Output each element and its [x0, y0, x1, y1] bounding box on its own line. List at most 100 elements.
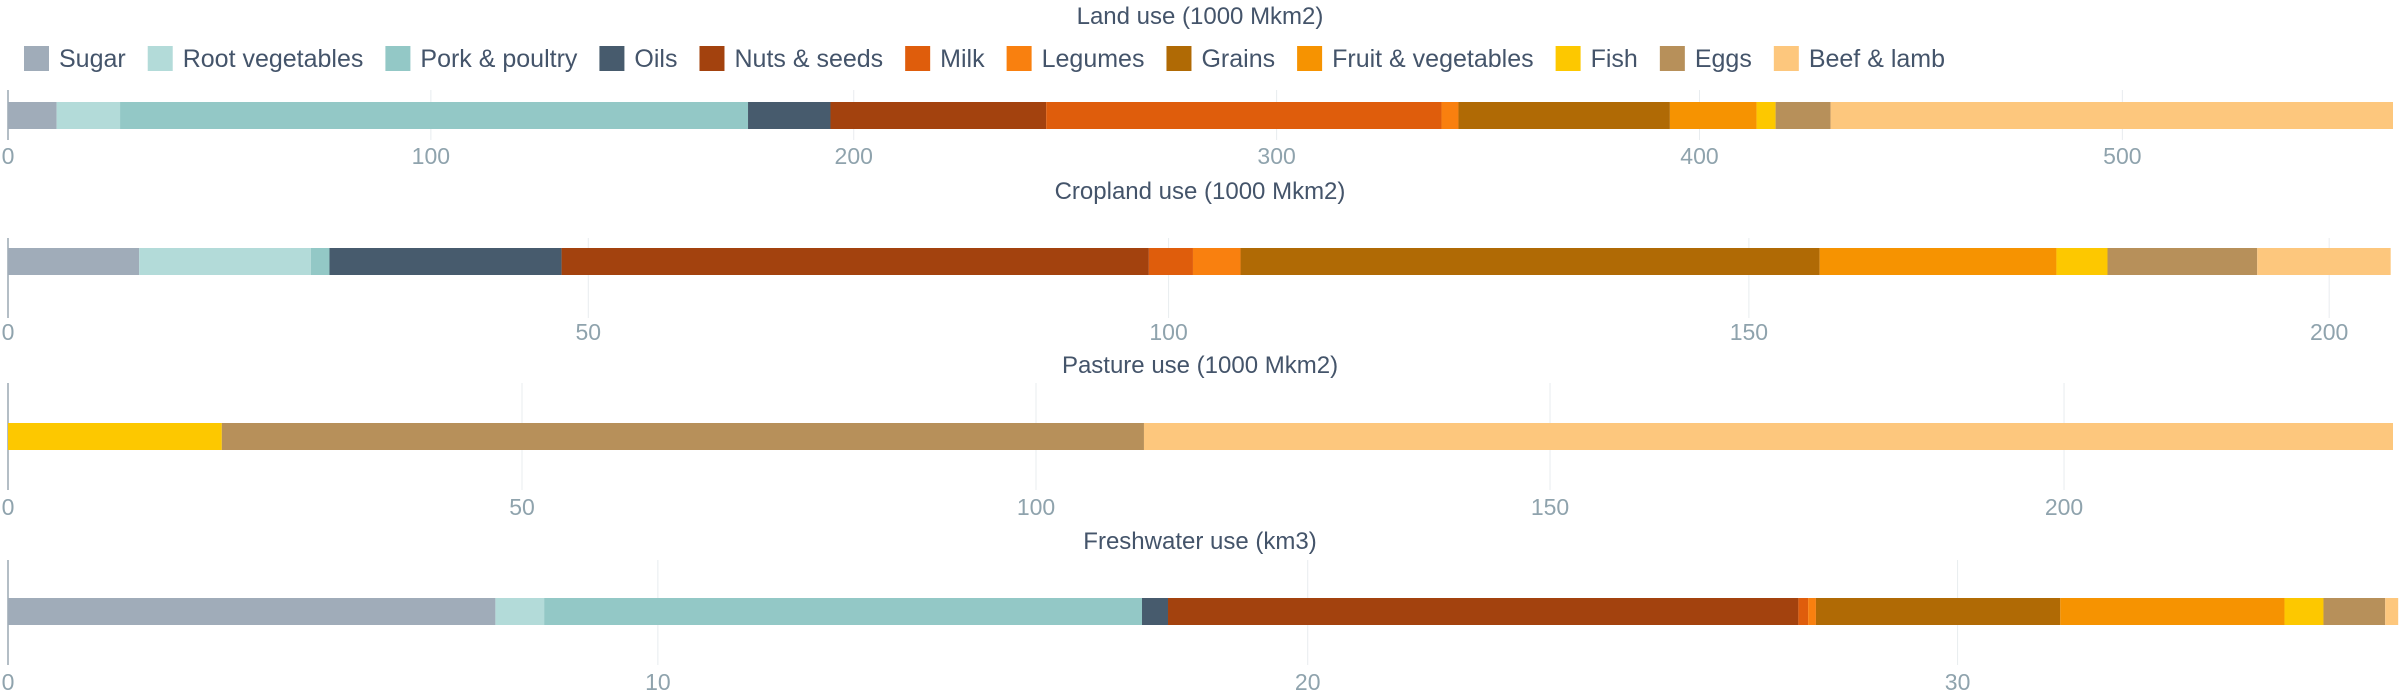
- bar-oils[interactable]: [748, 102, 831, 129]
- legend-swatch-fish: [1555, 46, 1581, 71]
- legend-label: Beef & lamb: [1809, 45, 1945, 73]
- legend-item-root-vegetables[interactable]: Root vegetables: [147, 45, 364, 73]
- bar-milk[interactable]: [1798, 598, 1809, 625]
- bar-root-vegetables[interactable]: [139, 248, 311, 275]
- bar-legumes[interactable]: [1808, 598, 1816, 625]
- tick-label: 200: [835, 143, 873, 169]
- panel-freshwater-use-km3: 0 10 20 30 Freshwater use (km3): [2, 528, 2399, 695]
- bar-nuts-and-seeds[interactable]: [1168, 598, 1799, 625]
- legend-item-fish[interactable]: Fish: [1555, 45, 1638, 73]
- legend-item-nuts-and-seeds[interactable]: Nuts & seeds: [699, 45, 883, 73]
- legend: Sugar Root vegetables Pork & poultry Oils Nu…: [24, 45, 1945, 73]
- bar-sugar[interactable]: [8, 102, 57, 129]
- bar-fish[interactable]: [2284, 598, 2324, 625]
- bar-grains[interactable]: [1815, 598, 2061, 625]
- legend-label: Milk: [940, 45, 985, 73]
- tick-label: 300: [1257, 143, 1295, 169]
- legend-swatch-grains: [1166, 46, 1192, 71]
- legend-label: Fish: [1591, 45, 1638, 73]
- legend-swatch-eggs: [1659, 46, 1685, 71]
- tick-label: 10: [645, 669, 671, 695]
- bar-legumes[interactable]: [1192, 248, 1241, 275]
- tick-label: 0: [2, 494, 15, 520]
- legend-label: Fruit & vegetables: [1332, 45, 1534, 73]
- tick-label: 50: [509, 494, 535, 520]
- bar-beef-and-lamb[interactable]: [1830, 102, 2393, 129]
- tick-label: 0: [2, 669, 15, 695]
- legend-swatch-beef-and-lamb: [1773, 46, 1799, 71]
- tick-label: 150: [1531, 494, 1569, 520]
- bar-milk[interactable]: [1148, 248, 1193, 275]
- bar-pork-and-poultry[interactable]: [310, 248, 330, 275]
- tick-label: 20: [1295, 669, 1321, 695]
- bar-fish[interactable]: [1756, 102, 1776, 129]
- bar-nuts-and-seeds[interactable]: [561, 248, 1149, 275]
- legend-label: Legumes: [1042, 45, 1145, 73]
- tick-label: 100: [1149, 319, 1187, 345]
- legend-item-grains[interactable]: Grains: [1166, 45, 1275, 73]
- bar-root-vegetables[interactable]: [495, 598, 545, 625]
- legend-label: Grains: [1201, 45, 1275, 73]
- bar-pork-and-poultry[interactable]: [544, 598, 1143, 625]
- bar-milk[interactable]: [1046, 102, 1442, 129]
- tick-label: 50: [575, 319, 601, 345]
- bar-pork-and-poultry[interactable]: [120, 102, 749, 129]
- bar-fruit-and-vegetables[interactable]: [1669, 102, 1757, 129]
- bar-grains[interactable]: [1458, 102, 1670, 129]
- legend-label: Nuts & seeds: [734, 45, 883, 73]
- tick-label: 0: [2, 143, 15, 169]
- legend-item-sugar[interactable]: Sugar: [24, 45, 126, 73]
- legend-swatch-legumes: [1006, 46, 1032, 71]
- tick-label: 30: [1945, 669, 1971, 695]
- legend-swatch-root-vegetables: [147, 46, 173, 71]
- panel-title: Pasture use (1000 Mkm2): [1062, 352, 1338, 379]
- bar-eggs[interactable]: [221, 423, 1144, 450]
- bar-eggs[interactable]: [2107, 248, 2258, 275]
- tick-label: 0: [2, 319, 15, 345]
- legend-item-oils[interactable]: Oils: [599, 45, 677, 73]
- bar-beef-and-lamb[interactable]: [2385, 598, 2399, 625]
- bar-fish[interactable]: [2056, 248, 2108, 275]
- legend-item-eggs[interactable]: Eggs: [1659, 45, 1752, 73]
- tick-label: 500: [2103, 143, 2141, 169]
- bar-sugar[interactable]: [8, 598, 496, 625]
- legend-label: Pork & poultry: [420, 45, 578, 73]
- bar-fish[interactable]: [8, 423, 222, 450]
- tick-label: 400: [1680, 143, 1718, 169]
- bar-nuts-and-seeds[interactable]: [830, 102, 1047, 129]
- bar-oils[interactable]: [329, 248, 562, 275]
- bar-fruit-and-vegetables[interactable]: [2060, 598, 2285, 625]
- legend-swatch-nuts-and-seeds: [699, 46, 725, 71]
- bar-beef-and-lamb[interactable]: [2257, 248, 2391, 275]
- bar-oils[interactable]: [1142, 598, 1169, 625]
- bar-eggs[interactable]: [2323, 598, 2386, 625]
- legend-label: Root vegetables: [183, 45, 364, 73]
- legend-item-legumes[interactable]: Legumes: [1006, 45, 1145, 73]
- legend-item-pork-and-poultry[interactable]: Pork & poultry: [385, 45, 578, 73]
- bar-fruit-and-vegetables[interactable]: [1819, 248, 2057, 275]
- legend-swatch-oils: [599, 46, 625, 71]
- tick-label: 200: [2310, 319, 2348, 345]
- legend-item-beef-and-lamb[interactable]: Beef & lamb: [1773, 45, 1945, 73]
- legend-swatch-sugar: [24, 46, 49, 71]
- tick-label: 100: [1017, 494, 1055, 520]
- panel-title: Land use (1000 Mkm2): [1077, 3, 1324, 30]
- tick-label: 200: [2045, 494, 2083, 520]
- bar-legumes[interactable]: [1441, 102, 1459, 129]
- legend-label: Sugar: [59, 45, 126, 73]
- bar-beef-and-lamb[interactable]: [1143, 423, 2393, 450]
- tick-label: 150: [1730, 319, 1768, 345]
- legend-label: Oils: [634, 45, 677, 73]
- panel-pasture-use-1000-mkm2: 0 50 100 150 200 Pasture use (1000 Mkm2): [2, 352, 2393, 520]
- bar-eggs[interactable]: [1775, 102, 1831, 129]
- bar-root-vegetables[interactable]: [56, 102, 121, 129]
- bar-grains[interactable]: [1240, 248, 1820, 275]
- bar-sugar[interactable]: [8, 248, 140, 275]
- legend-label: Eggs: [1695, 45, 1752, 73]
- legend-swatch-milk: [905, 46, 931, 71]
- panel-cropland-use-1000-mkm2: 0 50 100 150 200 Cropland use (1000 Mkm2): [2, 178, 2391, 345]
- legend-item-milk[interactable]: Milk: [905, 45, 985, 73]
- legend-item-fruit-and-vegetables[interactable]: Fruit & vegetables: [1297, 45, 1534, 73]
